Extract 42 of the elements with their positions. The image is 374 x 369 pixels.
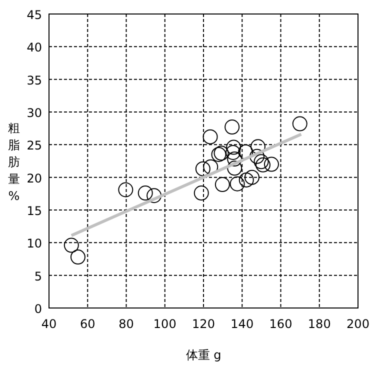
point bbox=[226, 140, 242, 155]
y-tick-label: 35 bbox=[26, 73, 42, 88]
point bbox=[230, 176, 245, 192]
point bbox=[194, 186, 209, 201]
y-tick-label: 10 bbox=[26, 236, 42, 251]
x-tick-label: 120 bbox=[192, 317, 215, 331]
point bbox=[195, 161, 210, 176]
point bbox=[227, 152, 242, 167]
x-tick-label: 160 bbox=[269, 317, 292, 331]
x-tick-label: 200 bbox=[346, 317, 370, 331]
point bbox=[224, 120, 240, 135]
x-tick-label: 180 bbox=[308, 317, 331, 331]
y-tick-label: 20 bbox=[26, 171, 42, 186]
point bbox=[70, 250, 86, 265]
point bbox=[214, 177, 230, 192]
point bbox=[138, 186, 153, 201]
point bbox=[146, 188, 162, 204]
point bbox=[264, 156, 279, 172]
x-tick-label: 100 bbox=[153, 317, 176, 331]
point bbox=[202, 129, 218, 144]
point bbox=[254, 154, 269, 170]
x-tick-label: 60 bbox=[80, 317, 96, 331]
point bbox=[249, 148, 264, 164]
y-tick-label: 25 bbox=[26, 138, 42, 153]
point bbox=[226, 145, 241, 160]
point bbox=[118, 182, 134, 198]
y-tick-label: 40 bbox=[26, 40, 42, 55]
point bbox=[64, 238, 79, 253]
point bbox=[292, 116, 308, 132]
x-tick-label: 80 bbox=[118, 317, 134, 331]
y-tick-label: 0 bbox=[34, 302, 42, 316]
point bbox=[238, 172, 254, 188]
point bbox=[244, 170, 260, 185]
y-tick-label: 30 bbox=[26, 106, 42, 120]
y-tick-label: 15 bbox=[26, 204, 42, 218]
y-tick-label: 45 bbox=[26, 8, 42, 22]
y-tick-label: 5 bbox=[34, 269, 42, 284]
y-axis-title: 粗脂肪量% bbox=[8, 121, 20, 203]
x-axis-title: 体重 g bbox=[186, 348, 222, 362]
x-tick-label: 140 bbox=[230, 317, 254, 331]
point bbox=[227, 160, 242, 176]
point bbox=[255, 157, 270, 172]
